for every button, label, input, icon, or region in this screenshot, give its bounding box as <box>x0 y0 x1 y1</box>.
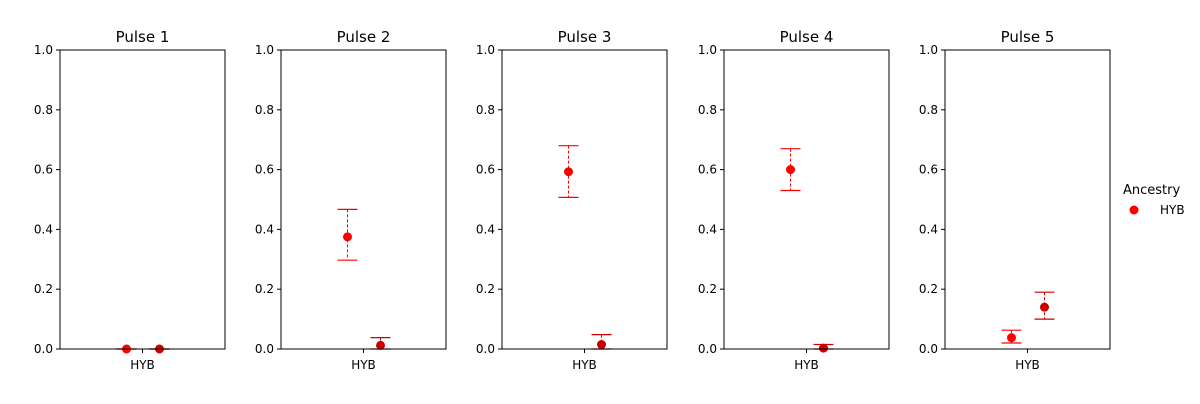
legend-label: HYB <box>1160 203 1185 217</box>
panel-title: Pulse 2 <box>337 28 391 46</box>
y-tick-label: 0.2 <box>698 282 717 296</box>
data-point <box>597 340 606 350</box>
y-tick-label: 0.6 <box>476 163 495 177</box>
y-tick-label: 0.8 <box>698 103 717 117</box>
x-tick-label: HYB <box>130 358 155 372</box>
panel-title: Pulse 4 <box>780 28 834 46</box>
y-tick-label: 0.4 <box>919 222 938 236</box>
panel-pulse-5: Pulse 5 0.0 0.2 0.4 0.6 0.8 1.0 HYB <box>919 28 1111 372</box>
data-point <box>819 343 828 353</box>
panel-title: Pulse 1 <box>116 28 170 46</box>
panel-pulse-3: Pulse 3 0.0 0.2 0.4 0.6 0.8 1.0 HYB <box>476 28 668 372</box>
panel-title: Pulse 3 <box>558 28 612 46</box>
y-tick-label: 0.0 <box>476 342 495 356</box>
axes-frame <box>59 49 226 350</box>
data-point <box>564 167 573 177</box>
y-tick-label: 0.8 <box>919 103 938 117</box>
axes-frame <box>944 49 1111 350</box>
y-tick-label: 0.2 <box>34 282 53 296</box>
y-tick-label: 0.0 <box>919 342 938 356</box>
panel-pulse-1: Pulse 1 0.0 0.2 0.4 0.6 0.8 1.0 HYB <box>34 28 226 372</box>
y-tick-label: 1.0 <box>476 43 495 57</box>
y-tick-label: 0.6 <box>698 163 717 177</box>
legend-title: Ancestry <box>1123 183 1180 198</box>
data-point <box>1040 302 1049 312</box>
y-tick-label: 0.0 <box>255 342 274 356</box>
data-point <box>343 232 352 242</box>
y-tick-label: 0.0 <box>34 342 53 356</box>
legend: Ancestry HYB <box>1123 183 1185 217</box>
axes-frame <box>501 49 668 350</box>
y-tick-label: 0.8 <box>34 103 53 117</box>
y-tick-label: 0.4 <box>34 222 53 236</box>
y-tick-label: 0.2 <box>255 282 274 296</box>
y-tick-label: 1.0 <box>698 43 717 57</box>
data-point <box>786 165 795 175</box>
y-tick-label: 0.6 <box>34 163 53 177</box>
panel-pulse-2: Pulse 2 0.0 0.2 0.4 0.6 0.8 1.0 HYB <box>255 28 447 372</box>
x-tick-label: HYB <box>794 358 819 372</box>
y-tick-label: 1.0 <box>919 43 938 57</box>
y-tick-label: 0.4 <box>698 222 717 236</box>
legend-marker <box>1129 205 1139 215</box>
x-tick-label: HYB <box>1015 358 1040 372</box>
axes-frame <box>280 49 447 350</box>
panel-pulse-4: Pulse 4 0.0 0.2 0.4 0.6 0.8 1.0 HYB <box>698 28 890 372</box>
y-tick-label: 1.0 <box>255 43 274 57</box>
y-tick-label: 0.0 <box>698 342 717 356</box>
y-tick-label: 0.2 <box>919 282 938 296</box>
y-tick-label: 0.2 <box>476 282 495 296</box>
y-tick-label: 0.6 <box>255 163 274 177</box>
x-tick-label: HYB <box>351 358 376 372</box>
panel-title: Pulse 5 <box>1001 28 1055 46</box>
y-tick-label: 0.8 <box>476 103 495 117</box>
axes-frame <box>723 49 890 350</box>
data-point <box>376 340 385 350</box>
x-tick-label: HYB <box>572 358 597 372</box>
y-tick-label: 0.8 <box>255 103 274 117</box>
data-point <box>1007 333 1016 343</box>
y-tick-label: 0.4 <box>255 222 274 236</box>
y-tick-label: 0.4 <box>476 222 495 236</box>
y-tick-label: 0.6 <box>919 163 938 177</box>
y-tick-label: 1.0 <box>34 43 53 57</box>
